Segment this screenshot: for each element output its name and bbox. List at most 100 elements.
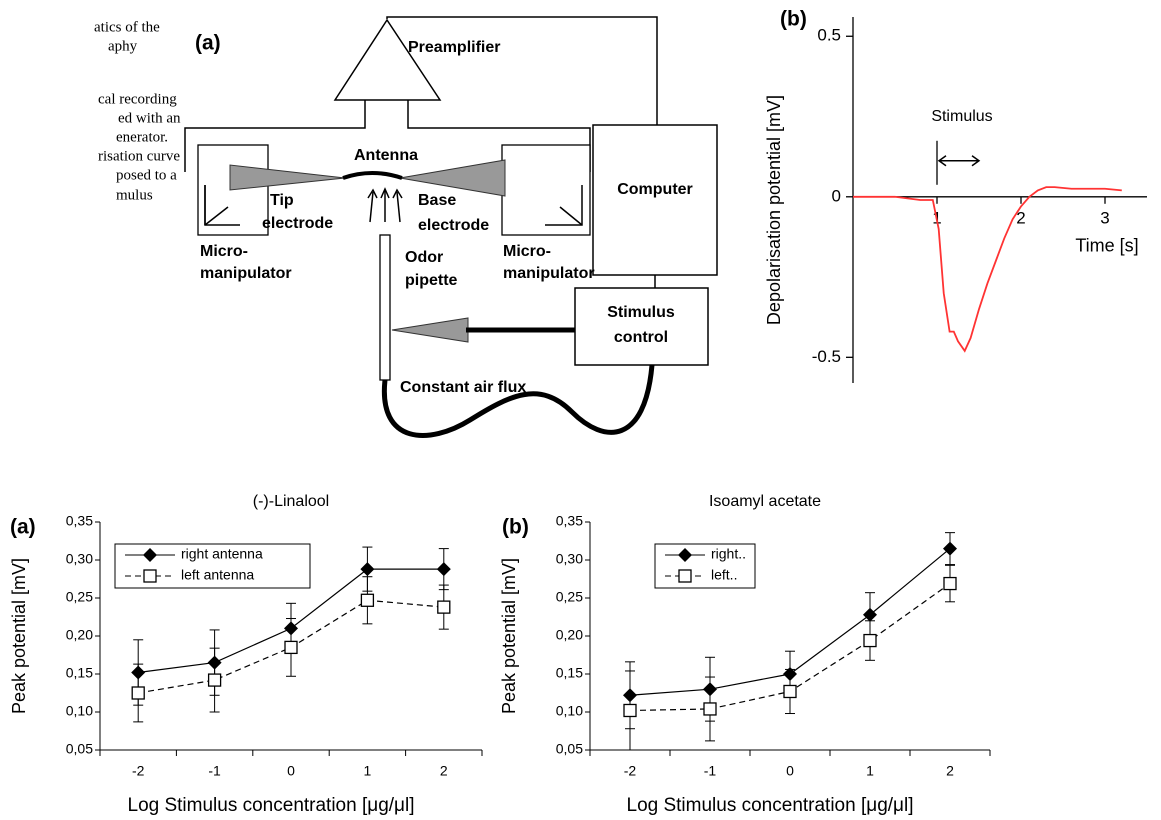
diagram-label: Stimulus bbox=[607, 304, 675, 321]
x-tick-label: 0 bbox=[786, 763, 794, 779]
x-axis-label: Time [s] bbox=[1075, 236, 1138, 256]
x-tick-label: -2 bbox=[624, 763, 637, 779]
marker bbox=[131, 686, 145, 700]
x-axis-label: Log Stimulus concentration [μg/μl] bbox=[627, 795, 914, 816]
trace-line bbox=[853, 186, 1122, 353]
marker bbox=[943, 576, 957, 591]
y-tick-label: 0,10 bbox=[66, 703, 93, 719]
y-tick-label: 0,20 bbox=[66, 627, 93, 643]
legend-label: left antenna bbox=[181, 567, 254, 583]
marker bbox=[678, 548, 692, 562]
diagram-label: manipulator bbox=[200, 265, 292, 282]
stimulus-nozzle bbox=[391, 317, 469, 343]
x-tick-label: 2 bbox=[1016, 208, 1025, 227]
x-tick-label: 1 bbox=[866, 763, 874, 779]
caption-line: atics of the bbox=[94, 19, 160, 35]
marker bbox=[783, 684, 797, 699]
diagram-label: Antenna bbox=[354, 147, 418, 164]
airflow-arrows bbox=[367, 187, 403, 223]
y-tick-label: 0,05 bbox=[556, 741, 583, 757]
y-tick-label: 0,10 bbox=[556, 703, 583, 719]
y-tick-label: -0.5 bbox=[812, 347, 841, 366]
diagram-label: Odor bbox=[405, 249, 443, 266]
x-tick-label: 0 bbox=[287, 763, 295, 779]
diagram-label: Base bbox=[418, 192, 456, 209]
diagram-label: Micro- bbox=[503, 243, 551, 260]
legend-box bbox=[654, 543, 756, 589]
arrow-head bbox=[971, 155, 981, 167]
y-tick-label: 0,25 bbox=[66, 589, 93, 605]
diagram-label: Computer bbox=[617, 181, 693, 198]
diagram-label: electrode bbox=[418, 217, 489, 234]
caption-line: posed to a bbox=[116, 167, 177, 183]
caption-line: cal recording bbox=[98, 91, 177, 107]
y-tick-label: 0,30 bbox=[556, 551, 583, 567]
diagram-label: Constant air flux bbox=[400, 379, 526, 396]
y-tick-label: 0,05 bbox=[66, 741, 93, 757]
marker bbox=[623, 703, 637, 718]
y-axis-label: Peak potential [mV] bbox=[499, 558, 519, 714]
x-tick-label: 3 bbox=[1100, 208, 1109, 227]
marker bbox=[437, 600, 451, 614]
panel-label: (b) bbox=[502, 516, 529, 539]
caption-line: mulus bbox=[116, 187, 153, 203]
diagram-label: Preamplifier bbox=[408, 39, 500, 56]
preamplifier bbox=[333, 18, 442, 101]
x-tick-label: -1 bbox=[704, 763, 717, 779]
x-tick-label: -2 bbox=[132, 763, 145, 779]
y-tick-label: 0 bbox=[832, 186, 841, 205]
panel-label: (a) bbox=[195, 32, 221, 55]
marker bbox=[678, 569, 692, 583]
y-tick-label: 0,20 bbox=[556, 627, 583, 643]
marker bbox=[863, 607, 877, 622]
setup-diagram: (a) Preamplifier Antenna Tip electrode B… bbox=[184, 16, 718, 438]
arrow-head bbox=[937, 155, 947, 167]
marker bbox=[207, 673, 222, 687]
marker bbox=[360, 562, 375, 577]
caption-line: ed with an bbox=[118, 110, 181, 126]
y-tick-label: 0,15 bbox=[66, 665, 93, 681]
y-tick-label: 0,25 bbox=[556, 589, 583, 605]
marker bbox=[436, 562, 451, 577]
x-tick-label: 2 bbox=[946, 763, 954, 779]
legend-label: right antenna bbox=[181, 546, 263, 562]
marker bbox=[360, 593, 375, 607]
y-tick-label: 0,35 bbox=[66, 513, 93, 529]
x-tick-label: -1 bbox=[208, 763, 221, 779]
tip-electrode bbox=[229, 164, 346, 191]
diagram-label: control bbox=[614, 329, 668, 346]
wire bbox=[386, 16, 658, 125]
diagram-label: pipette bbox=[405, 272, 458, 289]
wire bbox=[184, 100, 366, 172]
diagram-label: Tip bbox=[270, 192, 294, 209]
marker bbox=[143, 569, 157, 583]
marker bbox=[943, 541, 957, 556]
marker bbox=[284, 640, 298, 655]
x-tick-label: 1 bbox=[364, 763, 372, 779]
x-tick-label: 2 bbox=[440, 763, 448, 779]
base-electrode bbox=[399, 159, 506, 197]
diagram-label: manipulator bbox=[503, 265, 595, 282]
panel-label: (b) bbox=[780, 8, 807, 31]
stimulus-control-box bbox=[574, 287, 709, 366]
stimulus-label: Stimulus bbox=[931, 108, 992, 125]
air-tube bbox=[381, 364, 655, 438]
chart-title: (-)-Linalool bbox=[253, 493, 329, 510]
caption-line: enerator. bbox=[116, 129, 168, 145]
x-axis-label: Log Stimulus concentration [μg/μl] bbox=[128, 795, 415, 816]
legend-label: left.. bbox=[711, 567, 737, 583]
y-axis-label: Peak potential [mV] bbox=[9, 558, 29, 714]
y-tick-label: 0,30 bbox=[66, 551, 93, 567]
axis-icon bbox=[559, 206, 583, 226]
marker bbox=[703, 702, 717, 716]
chart-title: Isoamyl acetate bbox=[709, 493, 821, 510]
y-tick-label: 0,15 bbox=[556, 665, 583, 681]
odor-pipette bbox=[379, 234, 391, 381]
caption-line: risation curve bbox=[98, 148, 180, 164]
panel-label: (a) bbox=[10, 516, 36, 539]
y-axis-label: Depolarisation potential [mV] bbox=[764, 95, 784, 325]
computer-box bbox=[592, 124, 718, 276]
diagram-label: electrode bbox=[262, 215, 333, 232]
axis-icon bbox=[204, 206, 229, 226]
